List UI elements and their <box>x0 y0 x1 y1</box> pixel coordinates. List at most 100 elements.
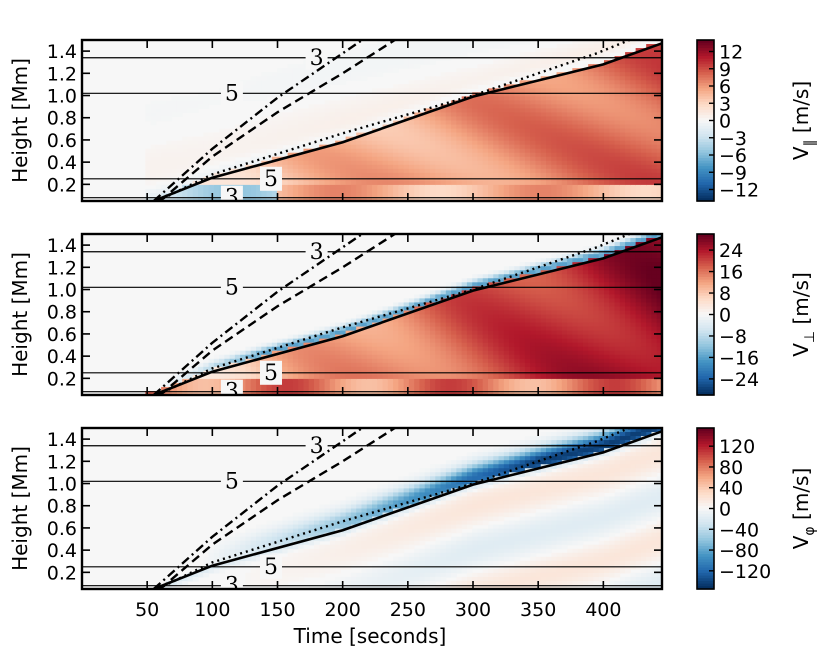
heatmap-cell <box>335 172 341 178</box>
colorbar-segment <box>697 195 714 199</box>
heatmap-cell <box>646 56 653 61</box>
heatmap-cell <box>245 88 252 93</box>
heatmap-cell <box>488 382 494 388</box>
heatmap-cell <box>514 334 521 340</box>
heatmap-cell <box>393 346 399 352</box>
heatmap-cell <box>166 196 173 201</box>
heatmap-cell <box>287 64 294 69</box>
heatmap-cell <box>493 346 500 352</box>
heatmap-cell <box>625 112 631 118</box>
heatmap-cell <box>198 92 204 97</box>
heatmap-cell <box>488 374 494 380</box>
heatmap-cell <box>456 354 463 360</box>
heatmap-cell <box>656 136 662 142</box>
colorbar-segment <box>697 53 714 57</box>
heatmap-cell <box>477 100 484 106</box>
heatmap-cell <box>372 180 378 186</box>
colorbar-segment <box>697 198 714 202</box>
heatmap-cell <box>619 156 626 162</box>
heatmap-cell <box>509 152 515 158</box>
heatmap-cell <box>314 180 320 186</box>
heatmap-cell <box>403 350 410 356</box>
colorbar-segment <box>697 166 714 170</box>
heatmap-cell <box>350 318 357 324</box>
heatmap-cell <box>524 132 531 138</box>
colorbar-segment <box>697 64 714 68</box>
heatmap-cell <box>567 274 573 279</box>
heatmap-cell <box>572 374 579 380</box>
heatmap-cell <box>461 124 468 130</box>
heatmap-cell <box>524 92 531 97</box>
heatmap-cell <box>477 144 484 150</box>
heatmap-cell <box>361 314 368 320</box>
heatmap-cell <box>266 72 273 77</box>
heatmap-cell <box>514 144 521 150</box>
heatmap-cell <box>266 136 273 142</box>
heatmap-cell <box>646 152 653 158</box>
heatmap-cell <box>540 282 547 287</box>
heatmap-cell <box>198 386 204 392</box>
heatmap-cell <box>625 40 631 45</box>
heatmap-cell <box>514 108 521 114</box>
heatmap-cell <box>150 108 157 114</box>
heatmap-cell <box>403 64 410 69</box>
heatmap-cell <box>213 136 220 142</box>
heatmap-cell <box>640 120 647 126</box>
heatmap-cell <box>551 278 558 283</box>
heatmap-cell <box>414 84 421 89</box>
heatmap-cell <box>519 350 526 356</box>
heatmap-cell <box>482 96 489 101</box>
heatmap-cell <box>350 120 357 126</box>
heatmap-cell <box>614 72 621 77</box>
heatmap-cell <box>419 326 426 332</box>
heatmap-cell <box>314 120 320 126</box>
heatmap-cell <box>440 390 447 395</box>
heatmap-cell <box>176 112 183 118</box>
heatmap-cell <box>387 108 394 114</box>
heatmap-cell <box>430 294 436 300</box>
heatmap-cell <box>577 318 584 324</box>
heatmap-cell <box>572 274 579 279</box>
heatmap-cell <box>567 354 573 360</box>
heatmap-cell <box>451 188 457 194</box>
heatmap-cell <box>324 84 331 89</box>
heatmap-cell <box>393 196 399 201</box>
heatmap-cell <box>588 334 595 340</box>
heatmap-cell <box>377 192 384 198</box>
colorbar-segment <box>697 125 714 130</box>
heatmap-cell <box>314 160 320 166</box>
heatmap-cell <box>604 124 610 130</box>
heatmap-cell <box>472 180 479 186</box>
heatmap-cell <box>466 330 473 336</box>
heatmap-cell <box>430 92 436 97</box>
heatmap-cell <box>461 302 468 308</box>
colorbar-tick-label: −12 <box>719 180 759 202</box>
heatmap-cell <box>488 302 494 308</box>
heatmap-cell <box>361 172 368 178</box>
heatmap-cell <box>556 84 563 89</box>
heatmap-cell <box>440 120 447 126</box>
heatmap-cell <box>440 314 447 320</box>
heatmap-cell <box>356 318 363 324</box>
heatmap-cell <box>145 104 152 110</box>
heatmap-cell <box>640 196 647 201</box>
heatmap-cell <box>329 136 336 142</box>
heatmap-cell <box>440 290 447 295</box>
heatmap-cell <box>314 128 320 134</box>
heatmap-cell <box>166 104 173 110</box>
heatmap-cell <box>588 84 595 89</box>
heatmap-cell <box>588 148 595 154</box>
heatmap-cell <box>419 350 426 356</box>
heatmap-cell <box>551 374 558 380</box>
heatmap-cell <box>176 374 183 380</box>
heatmap-cell <box>498 116 505 122</box>
heatmap-cell <box>393 48 399 53</box>
heatmap-cell <box>488 140 494 146</box>
heatmap-cell <box>498 382 505 388</box>
heatmap-cell <box>524 124 531 130</box>
heatmap-cell <box>387 362 394 368</box>
heatmap-cell <box>161 152 167 158</box>
heatmap-cell <box>435 172 442 178</box>
heatmap-cell <box>551 168 558 174</box>
heatmap-cell <box>245 168 252 174</box>
